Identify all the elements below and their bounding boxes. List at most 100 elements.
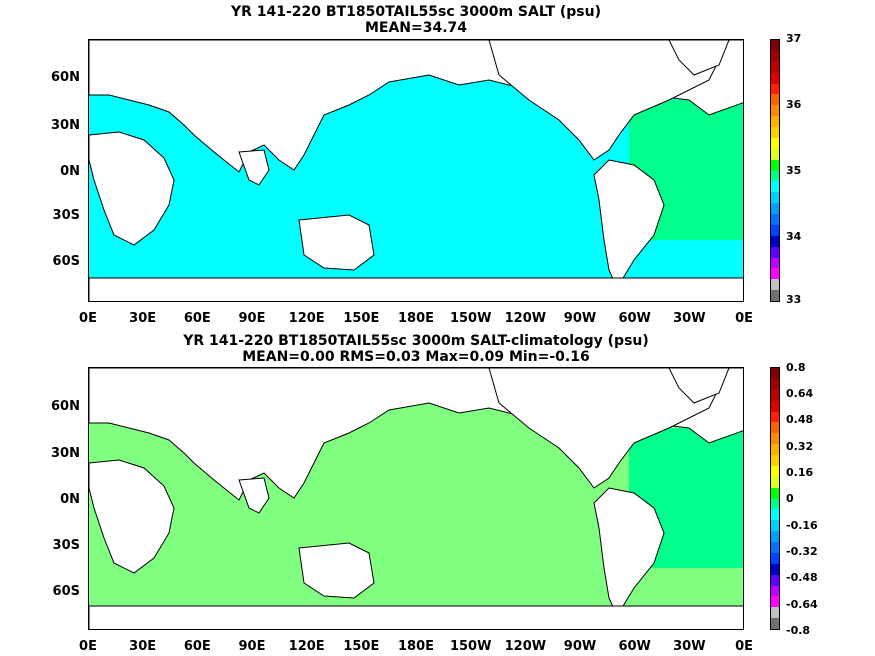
panel1-xlabel-12: 0E xyxy=(735,311,753,326)
colorbar-swatch xyxy=(771,50,779,62)
colorbar-swatch xyxy=(771,520,779,532)
panel2-cbar-label-0.48: 0.48 xyxy=(786,413,814,426)
panel1-title: YR 141-220 BT1850TAIL55sc 3000m SALT (ps… xyxy=(230,4,601,20)
panel2-xlabel-6: 180E xyxy=(398,639,435,654)
panel2-cbar-label-0.32: 0.32 xyxy=(786,440,814,453)
panel2-ylabel-60s: 60S xyxy=(52,584,80,599)
panel1-subtitle: MEAN=34.74 xyxy=(364,20,468,36)
panel2-xlabel-4: 120E xyxy=(288,639,325,654)
panel1-xlabel-2: 60E xyxy=(183,311,211,326)
land-mass xyxy=(668,40,730,76)
land-mass xyxy=(668,368,730,404)
colorbar-swatch xyxy=(771,235,779,247)
panel1-xlabel-10: 60W xyxy=(618,311,651,326)
land-mass xyxy=(593,487,665,618)
panel1-ylabel-30n: 30N xyxy=(51,118,80,133)
land-mass xyxy=(488,368,730,489)
colorbar-swatch xyxy=(771,72,779,84)
colorbar-swatch xyxy=(771,148,779,160)
panel1-xlabel-8: 120W xyxy=(504,311,547,326)
panel2-cbar-label-0.16: 0.16 xyxy=(786,466,814,479)
colorbar-swatch xyxy=(771,192,779,204)
panel1-xlabel-9: 90W xyxy=(563,311,597,326)
colorbar-swatch xyxy=(771,455,779,466)
panel1-cbar-label-33: 33 xyxy=(786,293,802,306)
colorbar-swatch xyxy=(771,368,779,379)
panel1-ylabel-60n: 60N xyxy=(51,70,80,85)
colorbar-swatch xyxy=(771,61,779,73)
colorbar-swatch xyxy=(771,40,779,51)
panel1-xlabel-5: 150E xyxy=(343,311,380,326)
panel1-xlabel-3: 90E xyxy=(238,311,266,326)
land-mass xyxy=(593,159,665,290)
panel1-ylabel-0n: 0N xyxy=(60,164,80,179)
colorbar-swatch xyxy=(771,268,779,280)
land-mass xyxy=(89,131,175,246)
panel1-xlabel-0: 0E xyxy=(79,311,97,326)
colorbar-swatch xyxy=(771,224,779,236)
panel2-cbar-label-neg0.48: -0.48 xyxy=(786,571,818,584)
panel2-xlabel-0: 0E xyxy=(79,639,97,654)
panel2-xlabel-10: 60W xyxy=(618,639,651,654)
panel1-xlabel-1: 30E xyxy=(129,311,157,326)
panel2-ylabel-0n: 0N xyxy=(60,492,80,507)
panel2-title: YR 141-220 BT1850TAIL55sc 3000m SALT-cli… xyxy=(183,333,649,349)
panel2-colorbar xyxy=(770,367,780,630)
panel1-xlabel-7: 150W xyxy=(449,311,492,326)
panel2-ylabel-30n: 30N xyxy=(51,446,80,461)
land-mass xyxy=(89,605,743,629)
colorbar-swatch xyxy=(771,159,779,171)
panel1-xlabel-11: 30W xyxy=(673,311,706,326)
colorbar-swatch xyxy=(771,574,779,586)
colorbar-swatch xyxy=(771,116,779,127)
colorbar-swatch xyxy=(771,203,779,214)
panel2-ylabel-60n: 60N xyxy=(51,399,80,414)
colorbar-swatch xyxy=(771,378,779,390)
colorbar-swatch xyxy=(771,552,779,564)
colorbar-swatch xyxy=(771,563,779,575)
panel2-cbar-label-0.64: 0.64 xyxy=(786,387,814,400)
colorbar-swatch xyxy=(771,400,779,412)
colorbar-swatch xyxy=(771,127,779,138)
panel2-map xyxy=(88,367,744,630)
land-mass xyxy=(89,277,743,301)
colorbar-swatch xyxy=(771,433,779,445)
land-mass xyxy=(298,542,375,599)
colorbar-swatch xyxy=(771,105,779,117)
panel2-xlabel-9: 90W xyxy=(563,639,597,654)
panel2-cbar-label-0.8: 0.8 xyxy=(786,361,806,374)
colorbar-swatch xyxy=(771,585,779,597)
colorbar-swatch xyxy=(771,596,779,608)
panel1-xlabel-6: 180E xyxy=(398,311,435,326)
colorbar-swatch xyxy=(771,531,779,542)
panel2-xlabel-7: 150W xyxy=(449,639,492,654)
panel2-xlabel-5: 150E xyxy=(343,639,380,654)
panel2-xlabel-11: 30W xyxy=(673,639,706,654)
panel1-ylabel-30s: 30S xyxy=(52,208,80,223)
colorbar-swatch xyxy=(771,170,779,182)
panel2-cbar-label-neg0.16: -0.16 xyxy=(786,519,818,532)
panel2-xlabel-12: 0E xyxy=(735,639,753,654)
land-mass xyxy=(298,214,375,271)
panel1-colorbar xyxy=(770,39,780,302)
panel2-ylabel-30s: 30S xyxy=(52,538,80,553)
colorbar-swatch xyxy=(771,246,779,258)
land-mass xyxy=(89,459,175,574)
colorbar-swatch xyxy=(771,290,779,301)
panel2-subtitle: MEAN=0.00 RMS=0.03 Max=0.09 Min=-0.16 xyxy=(242,349,590,365)
colorbar-swatch xyxy=(771,411,779,423)
land-mass xyxy=(238,149,270,186)
panel1-map xyxy=(88,39,744,302)
land-mass xyxy=(488,40,730,161)
panel2-xlabel-2: 60E xyxy=(183,639,211,654)
panel2-xlabel-1: 30E xyxy=(129,639,157,654)
colorbar-swatch xyxy=(771,389,779,401)
land-mass xyxy=(238,477,270,514)
colorbar-swatch xyxy=(771,94,779,106)
panel1-cbar-label-37: 37 xyxy=(786,32,802,45)
panel2-cbar-label-neg0.64: -0.64 xyxy=(786,598,818,611)
panel2-cbar-label-neg0.32: -0.32 xyxy=(786,545,818,558)
panel2-cbar-label-neg0.8: -0.8 xyxy=(786,624,811,637)
colorbar-swatch xyxy=(771,181,779,193)
colorbar-swatch xyxy=(771,498,779,510)
